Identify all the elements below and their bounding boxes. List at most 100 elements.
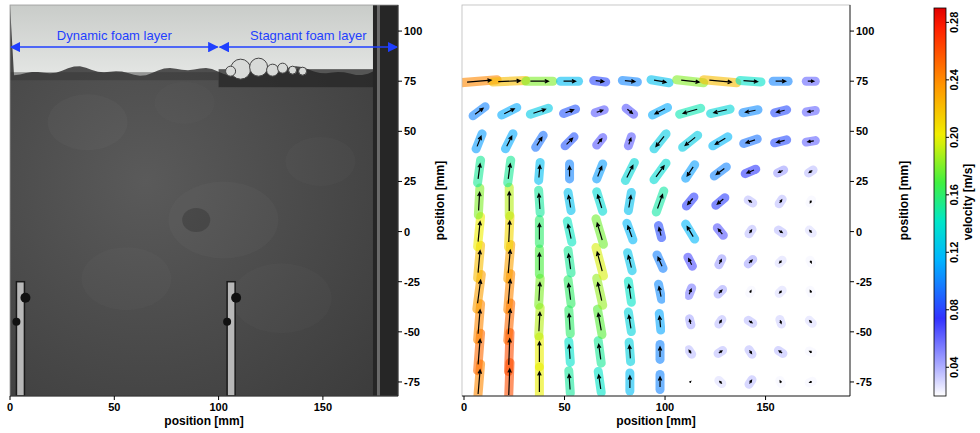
velocity-streak [628,312,631,332]
texture [48,94,128,150]
velocity-vector [681,80,699,83]
velocity-streak [778,350,783,353]
y-tick [398,81,402,82]
velocity-streak [653,108,668,116]
velocity-vector [478,370,481,394]
x-axis-title: position [mm] [164,414,243,428]
x-tick-label: 100 [209,401,227,413]
velocity-vector [567,138,573,144]
velocity-vector [719,290,722,293]
x-tick [10,396,11,400]
velocity-streak [809,170,814,173]
texture [285,137,355,186]
velocity-vector [597,313,601,330]
velocity-streak [749,350,752,355]
colorbar-tick-label: 0.04 [948,356,960,378]
velocity-streak [598,341,601,364]
colorbar-tick-label: 0.20 [948,127,960,148]
velocity-streak [744,139,758,144]
wall [373,5,398,396]
velocity-streak [535,220,544,244]
velocity-vector [598,139,602,144]
velocity-streak [626,108,634,114]
velocity-vector [658,377,661,387]
colorbar-tick-label: 0.12 [948,242,960,263]
velocity-streak [597,138,603,146]
velocity-streak [476,134,482,149]
velocity-vector [508,309,511,334]
velocity-streak [775,140,787,143]
y-tick [850,231,854,232]
velocity-vector [655,109,665,114]
liquid [10,5,398,396]
texture [232,263,332,333]
velocity-vector [718,229,722,234]
velocity-streak [745,169,756,174]
velocity-streak [656,344,665,359]
dynamic-band [10,72,219,80]
y-tick-label: -25 [856,276,872,288]
velocity-streak [748,320,753,323]
velocity-vector [810,381,812,382]
x-tick-label: 0 [7,401,13,413]
velocity-vector [717,199,723,204]
velocity-vector [749,230,751,233]
bubble [278,63,288,73]
bubble [226,66,236,76]
velocity-vector [508,221,511,242]
velocity-vector [538,312,541,331]
velocity-streak [778,230,783,233]
x-tick-label: 150 [756,401,774,413]
x-tick [564,396,565,400]
velocity-streak [564,109,576,114]
velocity-streak [810,260,812,263]
velocity-vector [810,201,811,203]
velocity-vector [780,381,781,383]
velocity-streak [597,192,603,212]
y-tick-label: 50 [856,125,868,137]
y-tick-label: 25 [404,175,416,187]
velocity-vector [780,320,782,323]
velocity-vector [810,351,812,352]
velocity-streak [508,160,511,183]
velocity-streak [628,253,633,271]
masked-region [665,282,685,396]
y-tick-label: 75 [404,75,416,87]
velocity-streak [689,381,691,383]
velocity-streak [780,320,782,325]
velocity-vector [776,79,786,82]
velocity-vector [567,284,570,300]
y-tick-label: 25 [856,175,868,187]
velocity-streak [568,280,571,304]
velocity-vector [750,291,751,293]
velocity-vector [746,140,755,144]
velocity-vector [508,192,511,211]
velocity-vector [716,168,724,174]
x-tick-label: 0 [461,401,467,413]
velocity-streak [714,167,726,176]
velocity-vector [810,321,812,323]
velocity-streak [779,199,782,204]
velocity-vector [658,257,662,266]
velocity-vector [567,225,571,239]
velocity-streak [704,80,737,83]
velocity-vector [689,381,690,382]
y-tick [850,381,854,382]
velocity-streak [567,221,572,242]
velocity-streak [719,259,722,265]
x-tick [114,396,115,400]
annotation: Dynamic foam layer [57,28,173,43]
velocity-streak [688,257,693,266]
x-tick [765,396,766,400]
y-tick-label: 0 [404,226,410,238]
velocity-vector [477,136,481,146]
velocity-vector [709,80,731,83]
velocity-vector [597,223,603,240]
velocity-vector [779,170,783,172]
velocity-vector [628,376,631,388]
baffle-bolt [231,293,241,303]
velocity-vector [478,222,481,242]
velocity-vector [719,260,721,264]
velocity-streak [683,135,698,147]
plot-background [462,5,850,396]
